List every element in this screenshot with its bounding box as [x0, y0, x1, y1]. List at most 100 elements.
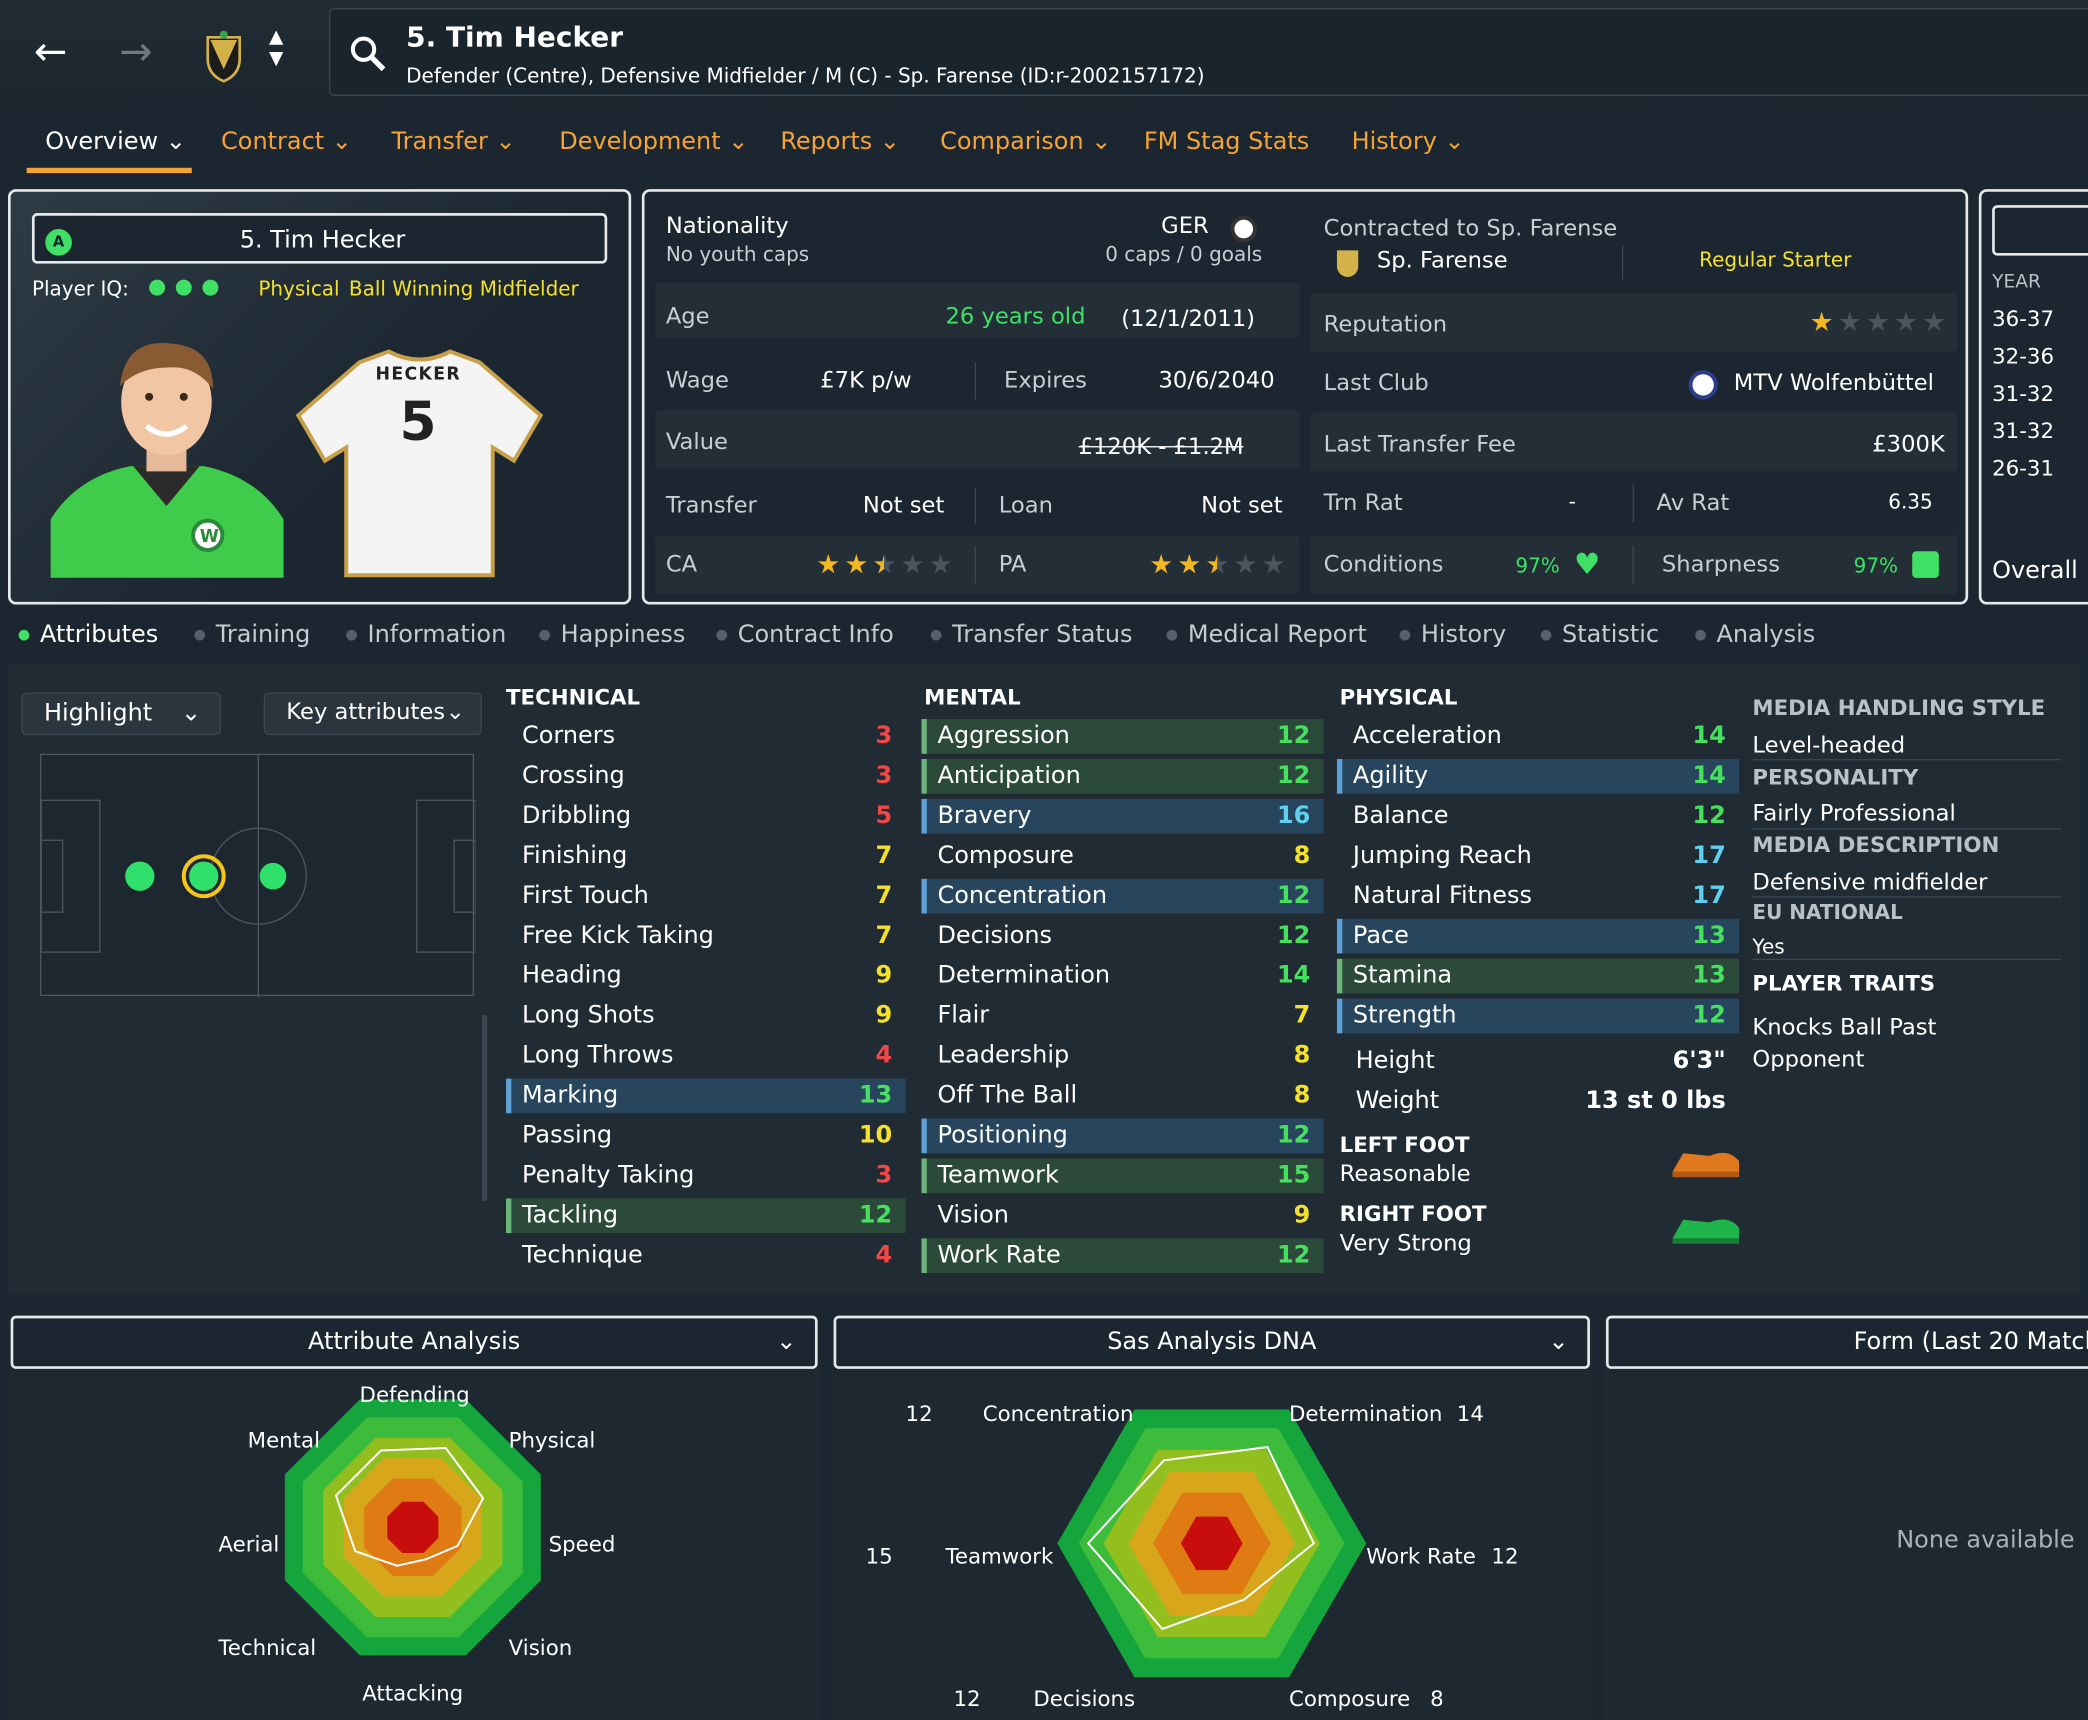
age-row — [655, 282, 1300, 339]
attribute-row[interactable]: Balance 12 — [1337, 799, 1739, 834]
back-arrow-icon[interactable]: ← — [33, 29, 68, 76]
attribute-value: 16 — [1276, 801, 1311, 830]
attribute-row[interactable]: Vision 9 — [921, 1198, 1323, 1233]
form-dropdown[interactable]: Form (Last 20 Matches) — [1605, 1315, 2088, 1369]
subtab-attributes[interactable]: Attributes — [18, 621, 158, 649]
fee-value: £300K — [1872, 431, 1945, 459]
attribute-row[interactable]: Penalty Taking 3 — [506, 1159, 905, 1194]
attribute-name: Corners — [521, 721, 616, 750]
attribute-row[interactable]: Jumping Reach 17 — [1337, 839, 1739, 874]
tab-fm-stag-stats[interactable]: FM Stag Stats — [1143, 127, 1310, 156]
subtab-transfer-status[interactable]: Transfer Status — [930, 621, 1133, 649]
tab-comparison[interactable]: Comparison ⌄ — [940, 127, 1112, 156]
attribute-row[interactable]: Technique 4 — [506, 1238, 905, 1273]
attribute-value: 17 — [1692, 881, 1726, 910]
attribute-row[interactable]: Aggression 12 — [921, 719, 1324, 754]
iq-tag: Physical — [258, 276, 340, 301]
heart-icon: ♥ — [1573, 548, 1601, 582]
attribute-row[interactable]: Off The Ball 8 — [921, 1079, 1323, 1114]
tab-contract[interactable]: Contract ⌄ — [221, 127, 352, 156]
iq-dot-icon — [175, 279, 192, 296]
tab-history[interactable]: History ⌄ — [1351, 127, 1465, 156]
subtab-contract-info[interactable]: Contract Info — [716, 621, 894, 649]
sharpness-label: Sharpness — [1661, 551, 1781, 578]
transfer-label: Transfer — [665, 492, 757, 520]
attribute-row[interactable]: Strength 12 — [1336, 998, 1740, 1034]
tab-transfer[interactable]: Transfer ⌄ — [391, 127, 516, 156]
attribute-row[interactable]: Leadership 8 — [921, 1039, 1323, 1074]
attribute-row[interactable]: Concentration 12 — [921, 878, 1324, 914]
attribute-row[interactable]: Long Shots 9 — [506, 999, 905, 1034]
empty-star-icon — [1839, 311, 1860, 331]
player-iq-label: Player IQ: — [31, 276, 129, 301]
attribute-row[interactable]: Bravery 16 — [921, 798, 1324, 834]
attribute-row[interactable]: Free Kick Taking 7 — [506, 919, 905, 954]
attribute-row[interactable]: Crossing 3 — [506, 759, 905, 794]
subtab-training[interactable]: Training — [194, 621, 310, 649]
subtab-history[interactable]: History — [1399, 621, 1506, 649]
attribute-row[interactable]: Anticipation 12 — [921, 759, 1324, 794]
tab-reports[interactable]: Reports ⌄ — [780, 127, 900, 156]
club-name[interactable]: Sp. Farense — [1376, 247, 1508, 275]
subtab-happiness[interactable]: Happiness — [539, 621, 685, 649]
top-bar: ← → ▲ ▼ 5. Tim Hecker Defender (Centre), … — [0, 0, 2088, 107]
attribute-value: 12 — [1276, 1121, 1311, 1150]
divider — [1752, 896, 2062, 898]
radar-axis-value: 8 — [1430, 1685, 1444, 1712]
empty-star-icon — [930, 553, 951, 574]
tab-overview[interactable]: Overview ⌄ — [45, 127, 186, 156]
last-club-value[interactable]: MTV Wolfenbüttel — [1733, 370, 1934, 397]
dna-analysis-dropdown[interactable]: Sas Analysis DNA ⌄ — [833, 1315, 1590, 1369]
attribute-row[interactable]: Corners 3 — [506, 719, 905, 754]
attribute-row[interactable]: Heading 9 — [506, 959, 905, 994]
personality-label: PERSONALITY — [1752, 764, 1919, 790]
attribute-row[interactable]: Stamina 13 — [1336, 958, 1740, 994]
attribute-value: 9 — [875, 1001, 893, 1030]
attribute-row[interactable]: Finishing 7 — [506, 839, 905, 874]
forward-arrow-icon[interactable]: → — [119, 29, 153, 76]
attribute-row[interactable]: Composure 8 — [921, 839, 1323, 874]
subtab-analysis[interactable]: Analysis — [1695, 621, 1815, 649]
radar-ring — [387, 1501, 439, 1553]
subtab-statistic[interactable]: Statistic — [1540, 621, 1659, 649]
attribute-name: Vision — [937, 1201, 1010, 1230]
highlight-dropdown[interactable]: Highlight ⌄ — [21, 692, 222, 736]
attribute-row[interactable]: Flair 7 — [921, 999, 1323, 1034]
attribute-analysis-dropdown[interactable]: Attribute Analysis ⌄ — [10, 1315, 818, 1369]
attribute-row[interactable]: Long Throws 4 — [506, 1039, 905, 1074]
attribute-row[interactable]: Agility 14 — [1336, 759, 1740, 794]
attribute-row[interactable]: Decisions 12 — [921, 919, 1323, 954]
attribute-row[interactable]: Marking 13 — [506, 1078, 906, 1114]
attribute-row[interactable]: Natural Fitness 17 — [1337, 879, 1739, 914]
player-switch-icon[interactable]: ▲ ▼ — [268, 26, 284, 70]
attribute-row[interactable]: Acceleration 14 — [1337, 719, 1739, 754]
attribute-row[interactable]: First Touch 7 — [506, 879, 905, 914]
attribute-value: 3 — [875, 1161, 893, 1190]
attribute-name: Determination — [937, 961, 1111, 990]
mental-heading: MENTAL — [924, 684, 1021, 710]
tab-development[interactable]: Development ⌄ — [559, 127, 749, 156]
search-icon[interactable] — [349, 35, 386, 78]
club-crest-icon[interactable] — [202, 29, 245, 83]
empty-star-icon — [1895, 311, 1917, 331]
attribute-row[interactable]: Determination 14 — [921, 959, 1323, 994]
key-attributes-dropdown[interactable]: Key attributes ⌄ — [263, 692, 483, 736]
history-dropdown[interactable] — [1992, 205, 2088, 256]
attribute-row[interactable]: Dribbling 5 — [506, 799, 905, 834]
captain-badge-icon: A — [45, 229, 72, 256]
attribute-name: Long Shots — [521, 1001, 655, 1030]
last-club-label: Last Club — [1323, 370, 1429, 397]
attribute-row[interactable]: Passing 10 — [506, 1119, 905, 1154]
radar-data-shape — [1086, 1445, 1316, 1631]
subtab-medical-report[interactable]: Medical Report — [1166, 621, 1367, 649]
role-scrollbar[interactable] — [482, 1014, 488, 1202]
attribute-row[interactable]: Teamwork 15 — [921, 1158, 1324, 1194]
trn-rat-label: Trn Rat — [1323, 490, 1403, 517]
trn-rat-value: - — [1568, 490, 1576, 515]
attribute-row[interactable]: Work Rate 12 — [921, 1238, 1324, 1274]
subtab-information[interactable]: Information — [346, 621, 506, 649]
attribute-row[interactable]: Tackling 12 — [506, 1198, 906, 1234]
radar-axis-label: Teamwork — [945, 1543, 1054, 1569]
attribute-row[interactable]: Pace 13 — [1336, 918, 1740, 954]
attribute-row[interactable]: Positioning 12 — [921, 1118, 1324, 1154]
